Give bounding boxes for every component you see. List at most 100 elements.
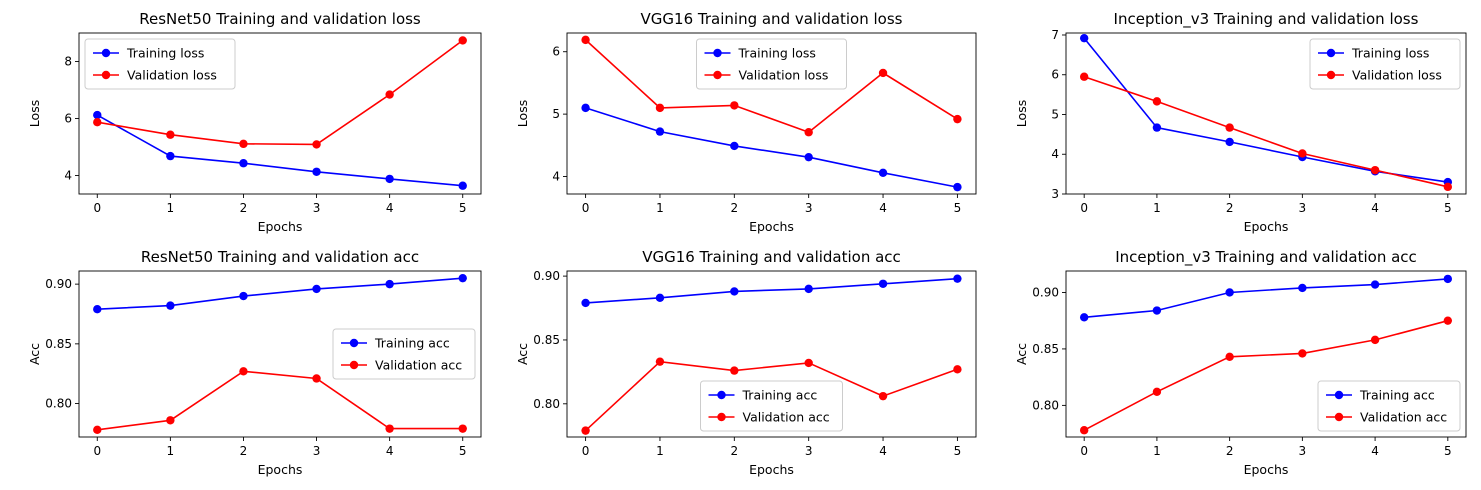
x-axis-label: Epochs xyxy=(1244,219,1289,234)
data-point xyxy=(804,152,813,162)
x-tick-label: 2 xyxy=(1226,201,1234,215)
y-tick-label: 4 xyxy=(552,170,560,184)
chart-title: ResNet50 Training and validation loss xyxy=(139,10,421,28)
chart-title: VGG16 Training and validation acc xyxy=(642,248,901,266)
axes-frame xyxy=(78,32,482,195)
series-line-validation xyxy=(97,39,464,146)
legend-box xyxy=(332,328,476,380)
x-tick-label: 1 xyxy=(167,444,175,458)
data-point xyxy=(655,127,665,136)
chart-panel-4: ResNet50 Training and validation acc 0 1 2 3… xyxy=(27,248,482,477)
data-point xyxy=(239,367,248,376)
y-tick-label: 0.85 xyxy=(45,337,72,351)
legend-swatch-marker xyxy=(713,70,722,80)
x-tick-label: 0 xyxy=(582,444,590,458)
y-axis-label: Loss xyxy=(27,100,42,127)
legend-swatch-marker xyxy=(1334,390,1344,400)
y-tick-label: 5 xyxy=(1051,107,1059,121)
chart-title: VGG16 Training and validation loss xyxy=(641,10,903,28)
legend-box xyxy=(1309,38,1461,90)
x-tick-label: 0 xyxy=(93,444,101,458)
legend-entry-label: Training loss xyxy=(738,46,816,61)
x-tick-label: 3 xyxy=(1299,201,1307,215)
chart-title: Inception_v3 Training and validation los… xyxy=(1114,10,1419,29)
legend-entry-label: Validation loss xyxy=(1352,68,1442,83)
data-point xyxy=(1298,283,1307,293)
data-point xyxy=(1443,274,1453,284)
data-point xyxy=(581,426,590,435)
legend-entry-label: Validation acc xyxy=(1360,410,1447,425)
data-point xyxy=(385,424,394,433)
data-point xyxy=(655,357,665,366)
series-line-training xyxy=(585,107,958,188)
data-point xyxy=(385,279,394,289)
data-point xyxy=(1152,387,1162,397)
data-point xyxy=(730,366,739,375)
data-point xyxy=(166,130,175,139)
legend-entry-label: Training loss xyxy=(1351,46,1429,61)
x-tick-label: 5 xyxy=(1444,444,1452,458)
x-tick-label: 1 xyxy=(1153,444,1161,458)
x-tick-label: 1 xyxy=(1153,201,1161,215)
legend-swatch-marker xyxy=(1326,70,1336,80)
x-tick-label: 5 xyxy=(459,444,467,458)
legend-entry-label: Training acc xyxy=(1359,388,1435,403)
data-point xyxy=(166,416,175,425)
x-tick-label: 0 xyxy=(1080,444,1088,458)
y-axis-label: Acc xyxy=(1014,343,1029,365)
legend: Training loss Validation loss xyxy=(696,38,847,90)
data-point xyxy=(166,151,175,161)
legend-swatch-marker xyxy=(349,360,359,370)
x-tick-label: 5 xyxy=(954,444,962,458)
data-point xyxy=(730,101,739,110)
data-point xyxy=(953,274,962,283)
x-tick-label: 4 xyxy=(386,444,394,458)
legend-swatch-marker xyxy=(1326,48,1336,58)
data-point xyxy=(1152,97,1162,106)
series-line-training xyxy=(97,277,463,310)
legend-box xyxy=(84,38,236,90)
series-line-validation xyxy=(585,39,958,134)
x-axis-label: Epochs xyxy=(1244,462,1289,477)
data-point xyxy=(655,293,665,303)
axes-frame xyxy=(1065,270,1467,438)
data-point xyxy=(581,35,590,45)
data-point xyxy=(1370,280,1380,289)
data-point xyxy=(581,298,590,308)
data-point xyxy=(1298,149,1307,158)
legend: Training loss Validation loss xyxy=(84,38,236,90)
data-point xyxy=(1225,352,1234,362)
data-point xyxy=(1443,182,1453,192)
y-tick-label: 8 xyxy=(64,54,72,68)
series-line-validation xyxy=(1083,75,1448,188)
series-line-training xyxy=(1084,278,1448,319)
chart-panel-2: VGG16 Training and validation loss 0 1 2 3 4 5… xyxy=(515,10,977,234)
x-tick-label: 4 xyxy=(1371,444,1379,458)
x-axis-label: Epochs xyxy=(749,462,794,477)
chart-title: Inception_v3 Training and validation acc xyxy=(1115,248,1417,267)
series-line-training xyxy=(585,277,958,304)
legend-swatch-marker xyxy=(717,390,726,400)
axes-frame xyxy=(78,270,482,438)
data-point xyxy=(93,117,102,127)
legend-entry-label: Training acc xyxy=(374,336,450,351)
y-tick-label: 6 xyxy=(1051,68,1059,82)
legend-box xyxy=(1317,380,1461,432)
x-tick-label: 5 xyxy=(1444,201,1452,215)
data-point xyxy=(93,305,102,314)
data-point xyxy=(1370,335,1380,345)
y-tick-label: 0.85 xyxy=(1032,342,1059,356)
x-tick-label: 5 xyxy=(459,201,467,215)
data-point xyxy=(1225,288,1234,297)
axes-frame xyxy=(566,32,977,195)
data-point xyxy=(730,141,739,151)
data-point xyxy=(166,301,175,310)
y-tick-label: 4 xyxy=(64,168,72,182)
y-tick-label: 3 xyxy=(1051,187,1059,201)
data-point xyxy=(239,139,248,149)
data-point xyxy=(581,103,590,113)
chart-panel-5: VGG16 Training and validation acc 0 1 2 3 4 5 0… xyxy=(515,248,977,477)
legend-box xyxy=(696,38,847,90)
y-tick-label: 0.85 xyxy=(533,333,560,347)
